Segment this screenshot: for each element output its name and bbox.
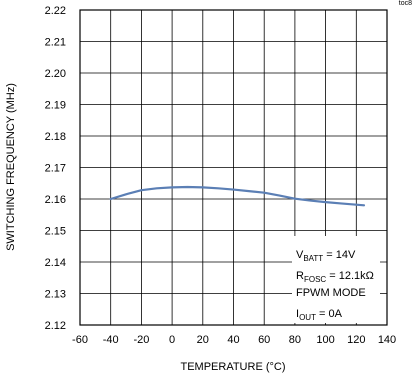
annotation-line-vbatt: VBATT = 14V [296,249,356,263]
x-tick-label: 40 [227,334,239,346]
x-axis-title: TEMPERATURE (°C) [180,361,285,373]
x-tick-labels: -60 -40 -20 0 20 40 60 80 100 120 140 [72,334,396,346]
x-tick-label: 120 [347,334,365,346]
y-tick-label: 2.22 [45,5,66,17]
annotation-line-rfosc: RFOSC = 12.1kΩ [296,270,374,284]
y-tick-label: 2.21 [45,37,66,49]
y-tick-labels: 2.12 2.13 2.14 2.15 2.16 2.17 2.18 2.19 2.20 2.21… [45,5,66,332]
annotation-background [292,236,380,323]
plot-frame [79,9,388,326]
x-tick-label: -60 [72,334,88,346]
y-tick-label: 2.13 [45,289,66,301]
x-tick-label: -40 [103,334,119,346]
x-tick-label: 20 [197,334,209,346]
y-tick-label: 2.16 [45,194,66,206]
y-tick-label: 2.12 [45,320,66,332]
y-tick-label: 2.18 [45,131,66,143]
y-tick-label: 2.20 [45,68,66,80]
annotation-line-iout: IOUT = 0A [296,308,343,322]
toc-label: toc8 [399,0,412,7]
y-tick-label: 2.17 [45,163,66,175]
y-tick-label: 2.15 [45,226,66,238]
series-line [109,185,366,207]
y-axis-title: SWITCHING FREQUENCY (MHz) [5,83,17,251]
x-tick-label: 0 [169,334,175,346]
y-tick-label: 2.19 [45,100,66,112]
x-tick-label: 100 [316,334,334,346]
conditions-annotation: VBATT = 14V RFOSC = 12.1kΩ FPWM MODE IOU… [292,236,380,323]
x-tick-label: 140 [378,334,396,346]
x-tick-label: -20 [133,334,149,346]
grid [80,10,387,325]
y-tick-label: 2.14 [45,257,66,269]
annotation-line-mode: FPWM MODE [296,287,366,299]
x-tick-label: 60 [258,334,270,346]
x-tick-label: 80 [289,334,301,346]
